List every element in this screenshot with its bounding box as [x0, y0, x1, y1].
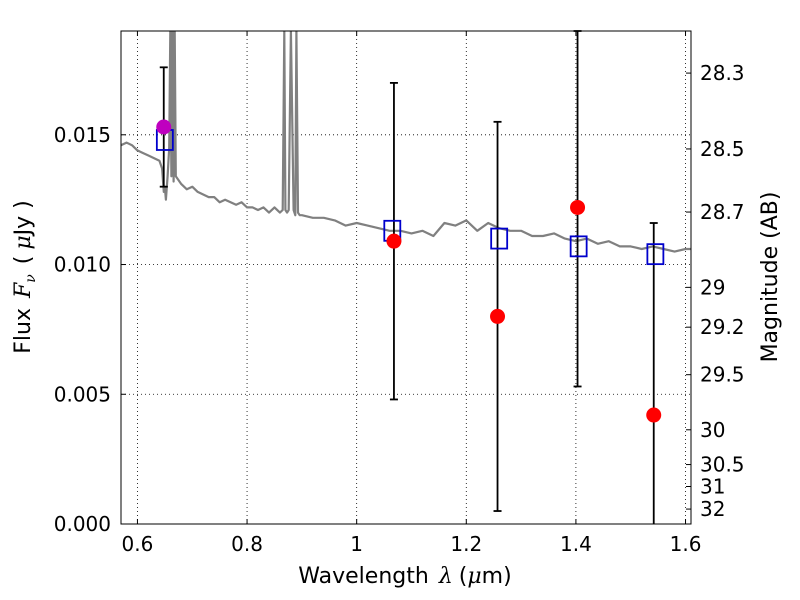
plot-background — [121, 31, 691, 524]
x-tick-label: 1.4 — [560, 532, 592, 556]
y2-tick-label: 31 — [700, 474, 725, 498]
y2-tick-label: 32 — [700, 497, 725, 521]
y2-tick-label: 29.5 — [700, 363, 745, 387]
x-axis-title-mu: μ — [467, 564, 481, 589]
y2-tick-label: 29 — [700, 275, 725, 299]
plot-area — [121, 31, 691, 253]
plot-frame — [120, 30, 692, 525]
y-axis-title-subscript: ν — [23, 274, 39, 283]
model-point — [646, 243, 665, 266]
x-tick-label: 1.2 — [450, 532, 482, 556]
x-tick-label: 0.8 — [231, 532, 263, 556]
y-axis-title-unit: Jy ) — [11, 200, 36, 237]
y-tick-label: 0.005 — [54, 382, 111, 406]
observed-point — [386, 233, 402, 249]
x-axis-title-word: Wavelength — [298, 564, 429, 589]
x-axis-title-symbol: λ — [438, 564, 453, 589]
x-axis-title-open: ( — [459, 564, 468, 589]
x-axis-title-unit: m) — [482, 564, 512, 589]
y-tick-label: 0.000 — [54, 512, 111, 536]
y2-tick-label: 30.5 — [700, 453, 745, 477]
y-tick-label: 0.010 — [54, 253, 111, 277]
y2-tick-label: 28.5 — [700, 137, 745, 161]
ticks: 0.6 0.8 1 1.2 1.4 1.6 0.000 0.005 0.010 0.015 28.3… — [54, 31, 745, 556]
grid — [121, 31, 691, 524]
markers — [155, 119, 665, 423]
model-point — [569, 235, 588, 258]
observed-point — [490, 308, 506, 324]
x-axis-title: Wavelength λ (μm) — [298, 564, 511, 589]
observed-point — [570, 199, 586, 215]
y-axis-title-open: ( — [11, 256, 36, 265]
y2-tick-label: 28.7 — [700, 200, 745, 224]
x-tick-label: 1.6 — [670, 532, 702, 556]
model-point — [490, 227, 509, 250]
y2-axis-title: Magnitude (AB) — [758, 192, 783, 363]
observed-point — [646, 407, 662, 423]
y-tick-label: 0.015 — [54, 123, 111, 147]
x-tick-label: 0.6 — [122, 532, 154, 556]
y2-tick-label: 28.3 — [700, 61, 745, 85]
x-tick-label: 1 — [350, 532, 363, 556]
observed-point — [156, 119, 172, 135]
y-axis-title-mu: μ — [11, 235, 36, 249]
y-axis-title-symbol: F — [11, 282, 36, 299]
y2-tick-label: 30 — [700, 418, 725, 442]
y2-tick-label: 29.2 — [700, 315, 745, 339]
y-axis-title-word: Flux — [11, 308, 36, 354]
sed-line — [121, 31, 691, 253]
y-axis-title: Flux Fν ( μJy ) — [11, 200, 39, 354]
